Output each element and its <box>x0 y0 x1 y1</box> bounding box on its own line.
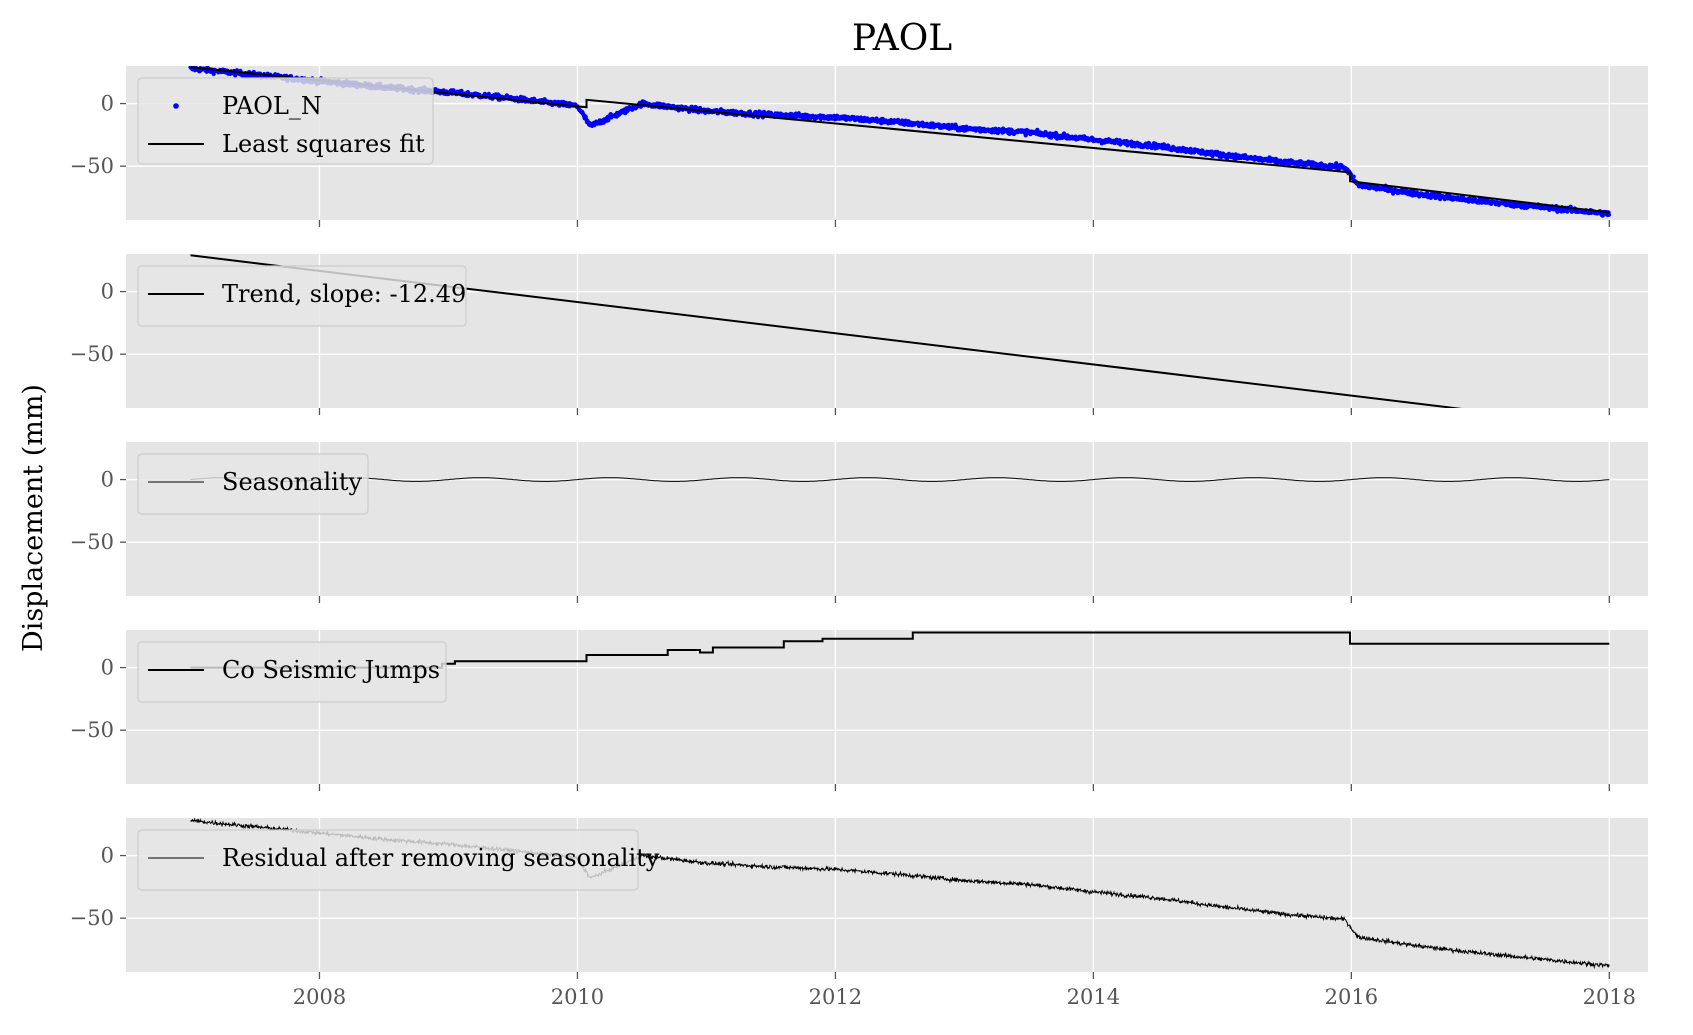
y-tick-label: 0 <box>101 468 114 492</box>
legend: Trend, slope: -12.49 <box>137 265 467 327</box>
panel-5: 0 −50 2008 2010 2012 2014 2016 2018 Residual aft… <box>70 818 1648 1009</box>
y-axis-label: Displacement (mm) <box>18 384 49 652</box>
chart-title: PAOL <box>852 18 952 59</box>
y-tick-label: 0 <box>101 844 114 868</box>
grid <box>126 818 1648 972</box>
legend-label: Least squares fit <box>222 130 425 158</box>
panel-1: 0 −50 PAOL_N Least squares fit <box>70 66 1648 227</box>
y-tick-label: 0 <box>101 280 114 304</box>
data-point <box>459 88 464 93</box>
y-tick-label: −50 <box>70 342 114 366</box>
data-point <box>1351 174 1356 179</box>
jumps-line <box>190 631 1610 669</box>
panel-2: 0 −50 Trend, slope: -12.49 <box>70 254 1648 415</box>
x-tick-label: 2010 <box>551 985 604 1009</box>
plot-area <box>190 631 1610 669</box>
legend: Co Seismic Jumps <box>137 641 447 703</box>
y-tick-label: 0 <box>101 92 114 116</box>
legend-box <box>137 453 369 515</box>
panels: 0 −50 PAOL_N Least squares fit 0 −50 Trend, sl… <box>70 66 1648 1009</box>
legend-label: Residual after removing seasonality <box>222 844 660 872</box>
legend-box <box>137 829 639 891</box>
legend-label: Trend, slope: -12.49 <box>222 280 466 308</box>
x-tick-label: 2014 <box>1067 985 1120 1009</box>
fit-line <box>190 66 1610 214</box>
y-tick-label: −50 <box>70 906 114 930</box>
x-tick-label: 2008 <box>293 985 346 1009</box>
panel-3: 0 −50 Seasonality <box>70 442 1648 603</box>
plot-area <box>190 477 1610 482</box>
panel-4: 0 −50 Co Seismic Jumps <box>70 630 1648 791</box>
seasonality-line <box>190 477 1610 482</box>
legend: Residual after removing seasonality <box>137 829 660 891</box>
legend-marker <box>173 103 179 109</box>
x-tick-label: 2018 <box>1583 985 1636 1009</box>
y-tick-label: −50 <box>70 718 114 742</box>
legend: PAOL_N Least squares fit <box>137 77 434 165</box>
y-tick-label: −50 <box>70 154 114 178</box>
y-tick-label: −50 <box>70 530 114 554</box>
legend-label: Seasonality <box>222 468 362 496</box>
plot-background <box>126 442 1648 596</box>
data-point <box>1606 212 1612 217</box>
legend: Seasonality <box>137 453 369 515</box>
legend-box <box>137 265 467 327</box>
x-tick-label: 2012 <box>809 985 862 1009</box>
legend-label: Co Seismic Jumps <box>222 656 440 684</box>
legend-label: PAOL_N <box>222 92 322 120</box>
legend-box <box>137 641 447 703</box>
legend-box <box>137 77 434 165</box>
y-tick-label: 0 <box>101 656 114 680</box>
x-tick-label: 2016 <box>1325 985 1378 1009</box>
